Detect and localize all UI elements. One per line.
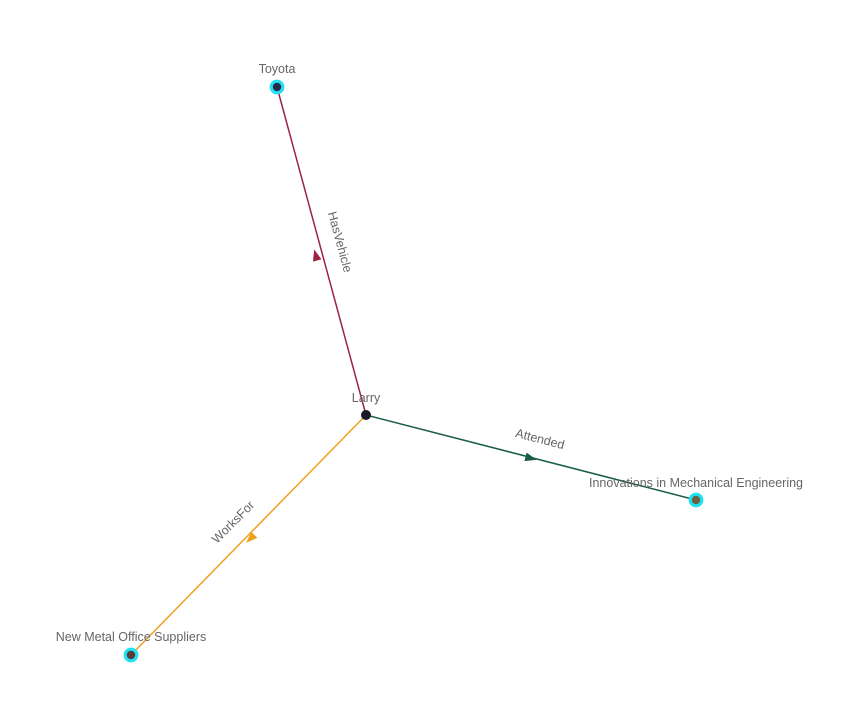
graph-edge-worksfor[interactable] <box>130 414 367 656</box>
node-core-larry[interactable] <box>361 410 371 420</box>
arrowhead-attended <box>524 452 537 462</box>
node-label-innovations: Innovations in Mechanical Engineering <box>589 476 803 490</box>
edges-layer <box>130 86 697 656</box>
node-labels-layer: Larry Toyota Innovations in Mechanical Eng… <box>56 62 803 644</box>
graph-node-toyota[interactable] <box>269 79 285 95</box>
graph-node-larry[interactable] <box>361 410 371 420</box>
graph-node-innovations[interactable] <box>688 492 704 508</box>
node-label-newmetal: New Metal Office Suppliers <box>56 630 207 644</box>
node-label-larry: Larry <box>352 391 381 405</box>
edge-label-hasvehicle: HasVehicle <box>325 210 355 274</box>
node-core-toyota[interactable] <box>272 82 282 92</box>
arrowhead-worksfor <box>246 531 258 543</box>
node-core-newmetal[interactable] <box>126 650 136 660</box>
arrowhead-hasvehicle <box>312 249 322 262</box>
node-core-innovations[interactable] <box>691 495 701 505</box>
arrowheads-layer <box>246 249 537 543</box>
edge-label-attended: Attended <box>514 426 566 452</box>
node-label-toyota: Toyota <box>259 62 296 76</box>
graph-node-newmetal[interactable] <box>123 647 139 663</box>
graph-edge-hasvehicle[interactable] <box>276 86 367 416</box>
nodes-layer <box>123 79 704 663</box>
